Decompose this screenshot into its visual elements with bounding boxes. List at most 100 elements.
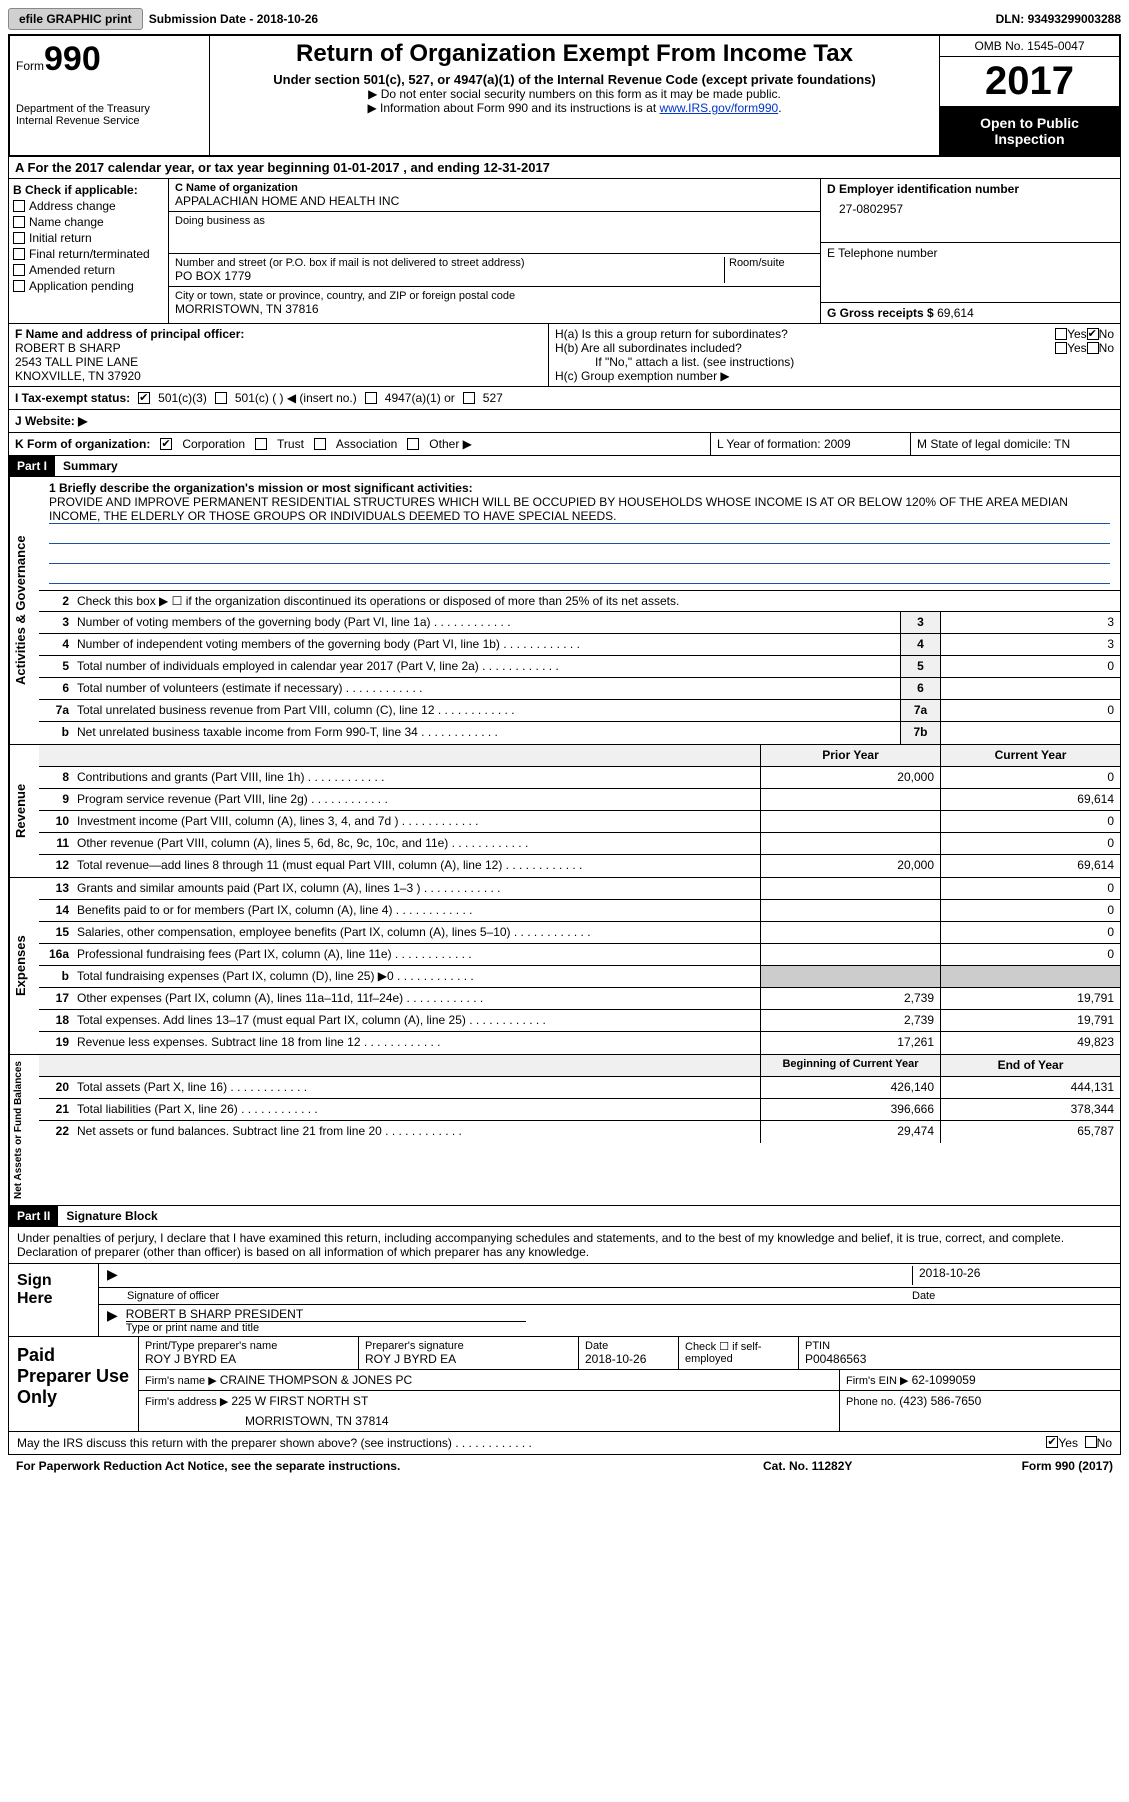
line-box: 7b xyxy=(900,722,940,744)
end-year-hdr: End of Year xyxy=(940,1055,1120,1076)
officer-addr1: 2543 TALL PINE LANE xyxy=(15,355,542,369)
line-text: Other expenses (Part IX, column (A), lin… xyxy=(73,988,760,1009)
line-box: 4 xyxy=(900,634,940,655)
officer-addr2: KNOXVILLE, TN 37920 xyxy=(15,369,542,383)
hb-note: If "No," attach a list. (see instruction… xyxy=(555,355,1114,369)
hc-label: H(c) Group exemption number ▶ xyxy=(555,369,1114,383)
line-text: Investment income (Part VIII, column (A)… xyxy=(73,811,760,832)
line-text: Number of independent voting members of … xyxy=(73,634,900,655)
chk-501c3[interactable] xyxy=(138,392,150,404)
form-number: 990 xyxy=(44,40,101,78)
ha-label: H(a) Is this a group return for subordin… xyxy=(555,327,1055,341)
curr-val: 19,791 xyxy=(940,1010,1120,1031)
prior-val: 17,261 xyxy=(760,1032,940,1054)
part1-hdr: Part I xyxy=(9,456,55,476)
line-text: Total assets (Part X, line 16) xyxy=(73,1077,760,1098)
chk-initial-return[interactable] xyxy=(13,232,25,244)
ein-label: D Employer identification number xyxy=(827,182,1114,196)
chk-527[interactable] xyxy=(463,392,475,404)
side-revenue: Revenue xyxy=(9,745,39,877)
line-text: Total fundraising expenses (Part IX, col… xyxy=(73,966,760,987)
prior-val: 20,000 xyxy=(760,767,940,788)
activities-governance-section: Activities & Governance 1 Briefly descri… xyxy=(8,477,1121,745)
net-assets-section: Net Assets or Fund Balances Beginning of… xyxy=(8,1055,1121,1206)
curr-val: 19,791 xyxy=(940,988,1120,1009)
prior-val: 2,739 xyxy=(760,1010,940,1031)
chk-name-change[interactable] xyxy=(13,216,25,228)
form-word: Form xyxy=(16,59,44,73)
submission-date-label: Submission Date - 2018-10-26 xyxy=(149,12,318,26)
preparer-sig: ROY J BYRD EA xyxy=(365,1352,572,1366)
line-value: 0 xyxy=(940,700,1120,721)
chk-amended[interactable] xyxy=(13,264,25,276)
gross-value: 69,614 xyxy=(937,306,974,320)
curr-val: 49,823 xyxy=(940,1032,1120,1054)
prior-val: 29,474 xyxy=(760,1121,940,1143)
addr-value: PO BOX 1779 xyxy=(175,269,724,283)
hb-label: H(b) Are all subordinates included? xyxy=(555,341,1055,355)
curr-val: 0 xyxy=(940,811,1120,832)
k-row: K Form of organization: Corporation Trus… xyxy=(8,433,1121,456)
open-to-public: Open to Public Inspection xyxy=(940,107,1119,155)
curr-val: 0 xyxy=(940,878,1120,899)
paid-preparer-label: Paid Preparer Use Only xyxy=(9,1337,139,1431)
prior-year-hdr: Prior Year xyxy=(760,745,940,766)
chk-trust[interactable] xyxy=(255,438,267,450)
sig-date-label: Date xyxy=(912,1290,1112,1302)
irs-link[interactable]: www.IRS.gov/form990 xyxy=(659,101,778,115)
chk-corp[interactable] xyxy=(160,438,172,450)
sig-officer-label: Signature of officer xyxy=(127,1290,912,1302)
mission-label: 1 Briefly describe the organization's mi… xyxy=(49,481,1110,495)
state-domicile: M State of legal domicile: TN xyxy=(910,433,1120,455)
curr-val: 0 xyxy=(940,833,1120,854)
officer-printed-name: ROBERT B SHARP PRESIDENT xyxy=(126,1307,526,1322)
chk-other[interactable] xyxy=(407,438,419,450)
line-text: Total expenses. Add lines 13–17 (must eq… xyxy=(73,1010,760,1031)
hb-yes[interactable] xyxy=(1055,342,1067,354)
dept-irs: Internal Revenue Service xyxy=(16,115,203,127)
form-note-info: ▶ Information about Form 990 and its ins… xyxy=(218,101,931,115)
discuss-yes[interactable] xyxy=(1046,1436,1058,1448)
ein-value: 27-0802957 xyxy=(839,202,1114,216)
ha-no[interactable] xyxy=(1087,328,1099,340)
efile-print-button[interactable]: efile GRAPHIC print xyxy=(8,8,143,30)
ha-yes[interactable] xyxy=(1055,328,1067,340)
line-text: Program service revenue (Part VIII, line… xyxy=(73,789,760,810)
paperwork-notice: For Paperwork Reduction Act Notice, see … xyxy=(8,1455,1121,1477)
beg-year-hdr: Beginning of Current Year xyxy=(760,1055,940,1076)
room-label: Room/suite xyxy=(729,257,814,269)
org-name: APPALACHIAN HOME AND HEALTH INC xyxy=(175,194,814,208)
chk-assoc[interactable] xyxy=(314,438,326,450)
chk-501c[interactable] xyxy=(215,392,227,404)
mission-text: PROVIDE AND IMPROVE PERMANENT RESIDENTIA… xyxy=(49,495,1110,524)
curr-val: 0 xyxy=(940,767,1120,788)
line-text: Benefits paid to or for members (Part IX… xyxy=(73,900,760,921)
prior-val xyxy=(760,900,940,921)
prior-val xyxy=(760,878,940,899)
curr-val: 444,131 xyxy=(940,1077,1120,1098)
chk-address-change[interactable] xyxy=(13,200,25,212)
line-text: Total number of individuals employed in … xyxy=(73,656,900,677)
prior-val: 2,739 xyxy=(760,988,940,1009)
form-title: Return of Organization Exempt From Incom… xyxy=(218,40,931,68)
dept-treasury: Department of the Treasury xyxy=(16,103,203,115)
chk-final-return[interactable] xyxy=(13,248,25,260)
curr-val: 0 xyxy=(940,900,1120,921)
blank-line xyxy=(49,526,1110,544)
form-header: Form990 Department of the Treasury Inter… xyxy=(8,34,1121,157)
chk-app-pending[interactable] xyxy=(13,280,25,292)
topbar: efile GRAPHIC print Submission Date - 20… xyxy=(8,8,1121,30)
tax-year: 2017 xyxy=(940,57,1119,107)
discuss-no[interactable] xyxy=(1085,1436,1097,1448)
line-text: Other revenue (Part VIII, column (A), li… xyxy=(73,833,760,854)
side-net: Net Assets or Fund Balances xyxy=(9,1055,39,1205)
preparer-block: Paid Preparer Use Only Print/Type prepar… xyxy=(8,1337,1121,1432)
curr-val: 69,614 xyxy=(940,789,1120,810)
chk-4947[interactable] xyxy=(365,392,377,404)
curr-year-hdr: Current Year xyxy=(940,745,1120,766)
hb-no[interactable] xyxy=(1087,342,1099,354)
firm-city: MORRISTOWN, TN 37814 xyxy=(245,1414,833,1428)
firm-ein: 62-1099059 xyxy=(912,1373,976,1387)
line-text: Revenue less expenses. Subtract line 18 … xyxy=(73,1032,760,1054)
sign-here-label: Sign Here xyxy=(9,1264,99,1336)
